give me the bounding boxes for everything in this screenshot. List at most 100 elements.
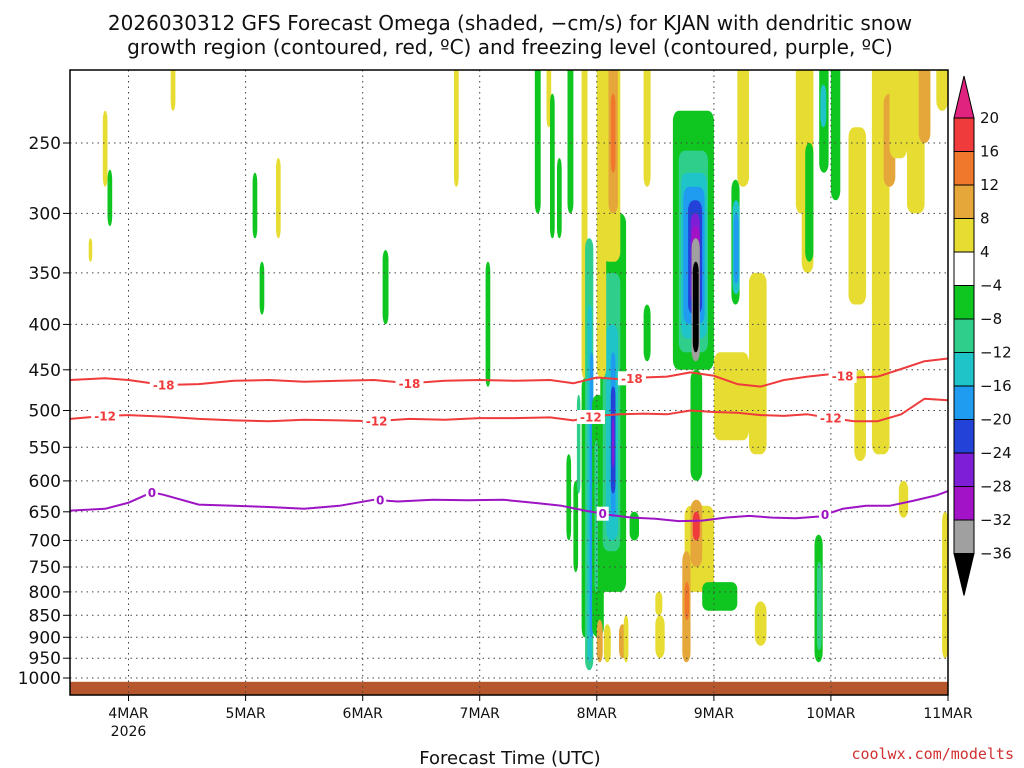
contour-label--12-1: -12	[366, 415, 388, 429]
x-tick-label-9MAR: 9MAR	[694, 706, 735, 722]
y-tick-label-300: 300	[29, 204, 61, 224]
colorbar-bin-9	[953, 385, 975, 420]
contour-lines: -18 -18 -18 -18 -12 -12 -12 -12 0 0 0 0	[70, 357, 948, 523]
omega-shading	[88, 70, 948, 671]
omega-region-53	[690, 369, 703, 481]
colorbar-bin-5	[953, 251, 975, 286]
x-tick-sublabel-4MAR: 2026	[111, 724, 147, 740]
y-tick-label-950: 950	[29, 649, 61, 669]
omega-region-84	[898, 480, 909, 518]
omega-region-35	[610, 93, 616, 173]
y-tick-label-600: 600	[29, 472, 61, 492]
y-tick-label-550: 550	[29, 438, 61, 458]
x-tick-label-11MAR: 11MAR	[923, 706, 972, 722]
contour-label--18-3: -18	[832, 369, 854, 383]
omega-region-14	[567, 70, 574, 214]
omega-region-7	[382, 250, 389, 325]
colorbar-label-3: 8	[980, 210, 990, 228]
y-tick-label-450: 450	[29, 361, 61, 381]
contour-label-bg--18-3	[828, 368, 857, 383]
omega-region-31	[612, 418, 615, 468]
omega-region-42	[655, 591, 663, 616]
omega-region-75	[848, 127, 867, 305]
omega-region-58	[684, 582, 690, 620]
x-axis: 4MAR 2026 5MAR 6MAR 7MAR 8MAR 9MAR 10MAR 11MAR	[108, 695, 973, 740]
omega-region-69	[805, 143, 814, 262]
chart-title-line-2: growth region (contoured, red, ºC) and f…	[127, 35, 893, 59]
ground-surface	[70, 681, 948, 695]
contour-line--18	[70, 357, 948, 388]
contour-label--12-2: -12	[580, 411, 602, 425]
colorbar-bin-11	[953, 452, 975, 487]
ground-layer	[70, 681, 948, 695]
contour-label-bg--12-1	[362, 414, 391, 428]
y-tick-label-350: 350	[29, 264, 61, 284]
y-tick-label-1000: 1000	[18, 669, 61, 689]
omega-region-41	[643, 304, 651, 362]
omega-region-79	[889, 70, 908, 159]
y-tick-label-750: 750	[29, 558, 61, 578]
grid-lines	[70, 70, 948, 695]
omega-region-66	[754, 601, 767, 646]
contour-label--18-2: -18	[621, 372, 643, 386]
contour-label-bg-0-1	[374, 493, 387, 508]
chart-title-line-1: 2026030312 GFS Forecast Omega (shaded, −…	[108, 11, 912, 35]
colorbar-bin-7	[953, 318, 975, 353]
omega-region-9	[485, 261, 491, 387]
x-tick-label-10MAR: 10MAR	[806, 706, 855, 722]
omega-region-56	[692, 511, 700, 541]
omega-region-83	[942, 511, 948, 659]
y-tick-label-700: 700	[29, 531, 61, 551]
omega-region-64	[737, 70, 749, 187]
y-tick-label-500: 500	[29, 402, 61, 422]
omega-region-36	[603, 624, 611, 663]
omega-region-2	[107, 169, 113, 226]
contour-label-bg--18-2	[617, 371, 646, 386]
contour-label-bg-0-3	[819, 507, 832, 522]
x-tick-label-4MAR: 4MAR	[108, 706, 149, 722]
colorbar-bin-13	[953, 519, 975, 554]
contour-label-bg-0-2	[596, 506, 609, 521]
colorbar-label-1: 16	[980, 143, 999, 161]
omega-region-1	[102, 110, 108, 187]
colorbar-bin-8	[953, 352, 975, 387]
y-axis: 2503003504004505005506006507007508008509…	[18, 134, 70, 689]
y-tick-label-250: 250	[29, 134, 61, 154]
colorbar-label-8: −16	[980, 377, 1012, 395]
colorbar-label-10: −24	[980, 444, 1012, 462]
y-tick-label-800: 800	[29, 583, 61, 603]
omega-region-65	[749, 272, 767, 455]
omega-region-5	[259, 261, 265, 315]
colorbar-label-5: −4	[980, 277, 1002, 295]
x-tick-label-6MAR: 6MAR	[343, 706, 384, 722]
y-tick-label-850: 850	[29, 606, 61, 626]
colorbar-label-13: −36	[980, 545, 1012, 563]
y-tick-label-400: 400	[29, 315, 61, 335]
omega-region-12	[550, 93, 555, 239]
omega-region-59	[702, 582, 738, 611]
colorbar: 20 16 12 8 4 −4 −8 −12 −16 −20 −24 −28 −32 −36	[953, 75, 1012, 596]
omega-region-39	[629, 511, 639, 541]
colorbar-bin-3	[953, 184, 975, 219]
colorbar-label-7: −12	[980, 344, 1012, 362]
colorbar-top-arrow	[953, 75, 975, 119]
omega-region-71	[816, 561, 822, 650]
y-tick-label-900: 900	[29, 628, 61, 648]
omega-region-43	[655, 615, 665, 659]
omega-region-13	[557, 158, 562, 239]
source-credit[interactable]: coolwx.com/modelts	[851, 745, 1014, 763]
omega-region-60	[713, 352, 749, 441]
contour-label--18-0: -18	[153, 379, 175, 393]
omega-region-15	[566, 454, 572, 541]
contour-label-bg-0-0	[145, 485, 158, 500]
contour-label-0-2: 0	[599, 507, 607, 521]
omega-region-74	[830, 70, 841, 201]
colorbar-label-9: −20	[980, 411, 1012, 429]
omega-region-10	[534, 70, 541, 214]
colorbar-bin-10	[953, 419, 975, 454]
colorbar-label-12: −32	[980, 511, 1012, 529]
colorbar-label-4: 4	[980, 243, 990, 261]
omega-region-6	[276, 158, 281, 239]
omega-region-8	[454, 70, 459, 187]
